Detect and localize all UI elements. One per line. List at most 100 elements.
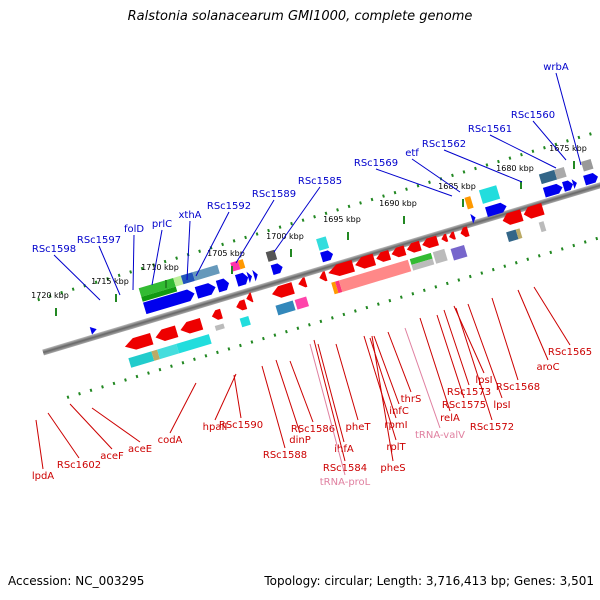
- feature-arrow: [89, 327, 97, 335]
- feature-arrow: [422, 235, 439, 249]
- gene-label-rsc1573: RSc1573: [447, 387, 491, 398]
- feature-arrow: [449, 231, 456, 240]
- feature-box: [128, 351, 155, 368]
- gene-leader-line: [387, 331, 412, 393]
- feature-arrow: [246, 292, 254, 303]
- gene-label-rsc1572: RSc1572: [470, 422, 514, 433]
- gene-leader-line: [69, 403, 113, 450]
- feature-arrow: [502, 209, 524, 225]
- gene-leader-line: [443, 309, 470, 386]
- gene-leader-line: [235, 199, 275, 264]
- gene-leader-line: [467, 303, 503, 399]
- feature-box: [411, 258, 435, 271]
- rna-leader-line: [404, 327, 441, 429]
- feature-arrow: [470, 213, 476, 224]
- accession-text: Accession: NC_003295: [8, 574, 145, 588]
- feature-box: [151, 349, 160, 361]
- feature-arrow: [376, 249, 392, 262]
- gene-leader-line: [533, 286, 571, 346]
- feature-arrow: [236, 299, 248, 311]
- gene-leader-line: [489, 134, 557, 169]
- gene-leader-line: [53, 254, 101, 301]
- gene-leader-line: [132, 234, 135, 291]
- gene-label-dinp: dinP: [289, 435, 311, 446]
- gene-label-acef: aceF: [100, 451, 124, 462]
- upper-features: [89, 158, 598, 335]
- gene-label-ihfa: ihfA: [334, 444, 354, 455]
- gene-label-lpsi: lpsI: [475, 375, 492, 386]
- feature-box: [338, 259, 412, 292]
- feature-box: [538, 221, 547, 233]
- gene-label-xtha: xthA: [178, 210, 201, 221]
- tick-label: 1690 kbp: [379, 199, 417, 208]
- gene-label-rsc1584: RSc1584: [323, 463, 367, 474]
- feature-arrow: [124, 332, 154, 350]
- gene-leader-line: [443, 149, 523, 183]
- tick-label: 1705 kbp: [207, 249, 245, 258]
- tick-label: 1675 kbp: [549, 144, 587, 153]
- gene-leader-line: [369, 337, 397, 419]
- feature-box: [294, 296, 309, 310]
- feature-arrow: [328, 259, 355, 277]
- gene-label-acee: aceE: [128, 444, 152, 455]
- feature-box: [450, 245, 468, 261]
- gene-label-rsc1592: RSc1592: [207, 201, 251, 212]
- gene-label-rsc1569: RSc1569: [354, 158, 398, 169]
- gene-label-etf: etf: [405, 148, 419, 159]
- tick-label: 1720 kbp: [31, 291, 69, 300]
- gene-label-phes: pheS: [380, 463, 405, 474]
- feature-box: [554, 167, 567, 180]
- gene-label-rsc1561: RSc1561: [468, 124, 512, 135]
- gene-leader-line: [317, 343, 345, 443]
- gene-label-rsc1602: RSc1602: [57, 460, 101, 471]
- gene-leader-line: [517, 289, 549, 361]
- feature-arrow: [319, 271, 328, 282]
- feature-arrow: [460, 226, 470, 238]
- rna-label-trna-valv: tRNA-valV: [415, 430, 465, 441]
- genome-summary-text: Topology: circular; Length: 3,716,413 bp…: [264, 574, 594, 588]
- feature-arrow: [270, 263, 283, 275]
- gene-label-rsc1568: RSc1568: [496, 382, 540, 393]
- gene-label-infc: infC: [389, 406, 409, 417]
- feature-box: [464, 196, 474, 210]
- feature-arrow: [406, 240, 422, 253]
- feature-arrow: [355, 253, 377, 269]
- feature-box: [157, 343, 180, 360]
- rna-label-trna-prol: tRNA-proL: [320, 477, 371, 488]
- feature-arrow: [542, 183, 563, 198]
- gene-leader-line: [455, 307, 493, 421]
- feature-box: [478, 185, 501, 204]
- gene-leader-line: [532, 120, 567, 161]
- tick-label: 1680 kbp: [496, 164, 534, 173]
- feature-arrow: [298, 277, 308, 288]
- tick-label: 1715 kbp: [91, 277, 129, 286]
- feature-arrow: [252, 269, 258, 282]
- feature-arrow: [485, 202, 507, 217]
- feature-arrow: [143, 289, 195, 315]
- feature-arrow: [215, 278, 230, 293]
- gene-leader-line: [411, 158, 461, 193]
- gene-label-rplt: rplT: [386, 442, 406, 453]
- rna-gene-labels: tRNA-proL tRNA-valV: [309, 327, 465, 488]
- feature-arrow: [523, 203, 545, 219]
- gene-leader-line: [363, 335, 397, 441]
- gene-leader-line: [491, 297, 519, 381]
- gene-leader-line: [373, 335, 400, 405]
- gene-label-coda: codA: [158, 435, 183, 446]
- gene-label-fold: folD: [124, 224, 144, 235]
- gene-label-lpda: lpdA: [32, 471, 54, 482]
- gene-label-rpmi: rpmI: [384, 420, 407, 431]
- gene-leader-line: [436, 314, 465, 399]
- gene-leader-line: [419, 317, 451, 412]
- gene-label-rsc1560: RSc1560: [511, 110, 555, 121]
- feature-arrow: [320, 250, 334, 263]
- feature-box: [331, 281, 339, 295]
- feature-box: [335, 280, 343, 294]
- feature-arrow: [562, 180, 574, 192]
- gene-leader-line: [273, 186, 321, 253]
- tick-label: 1695 kbp: [323, 215, 361, 224]
